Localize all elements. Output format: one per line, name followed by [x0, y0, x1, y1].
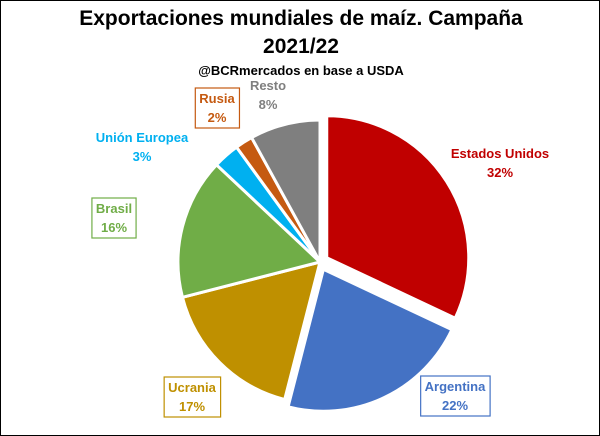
- pie-label-unión-europea: Unión Europea 3%: [96, 130, 189, 164]
- pie-label-value: 3%: [133, 149, 152, 164]
- pie-label-brasil: Brasil 16%: [91, 197, 137, 239]
- pie-label-value: 22%: [442, 398, 468, 413]
- pie-label-name: Argentina: [425, 379, 486, 394]
- pie-label-estados-unidos: Estados Unidos 32%: [451, 146, 549, 180]
- pie-label-argentina: Argentina 22%: [420, 375, 491, 417]
- pie-label-name: Rusia: [199, 91, 235, 106]
- pie-label-resto: Resto 8%: [250, 78, 286, 112]
- pie-label-box: [420, 375, 491, 417]
- pie-label-box: [91, 197, 137, 239]
- pie-label-box: [163, 376, 222, 418]
- pie-slice-resto: [250, 118, 322, 264]
- pie-slices: [176, 114, 471, 413]
- pie-slice-brasil: [176, 163, 322, 299]
- chart-subtitle: @BCRmercados en base a USDA: [198, 63, 404, 78]
- pie-label-ucrania: Ucrania 17%: [163, 376, 222, 418]
- chart-title-line-1: Exportaciones mundiales de maíz. Campaña: [79, 7, 523, 30]
- pie-label-value: 17%: [179, 399, 205, 414]
- pie-label-value: 32%: [487, 165, 513, 180]
- pie-labels: Estados Unidos 32% Argentina 22% Ucrania 17% B…: [91, 78, 549, 418]
- pie-label-name: Ucrania: [168, 380, 216, 395]
- pie-label-name: Estados Unidos: [451, 146, 549, 161]
- pie-slice-ucrania: [180, 260, 322, 402]
- pie-label-name: Resto: [250, 78, 286, 93]
- pie-label-box: [194, 87, 241, 129]
- pie-label-value: 16%: [101, 220, 127, 235]
- pie-label-name: Brasil: [96, 201, 132, 216]
- pie-label-value: 2%: [208, 110, 227, 125]
- chart-title-line-2: 2021/22: [263, 35, 339, 58]
- pie-slice-argentina: [286, 267, 454, 413]
- pie-label-value: 8%: [259, 97, 278, 112]
- pie-label-name: Unión Europea: [96, 130, 189, 145]
- pie-label-rusia: Rusia 2%: [194, 87, 241, 129]
- pie-slice-estados-unidos: [325, 114, 471, 320]
